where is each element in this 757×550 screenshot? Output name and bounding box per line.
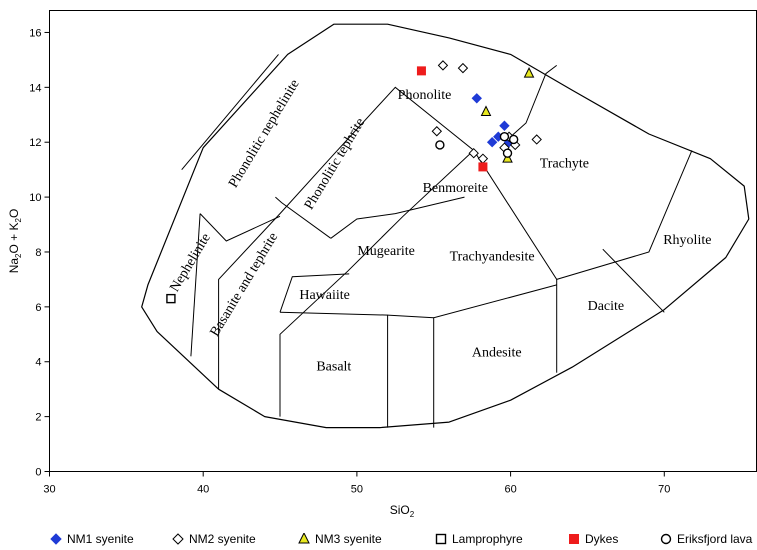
data-point xyxy=(478,162,488,172)
field-label: Benmoreite xyxy=(423,181,488,196)
data-point xyxy=(508,134,519,145)
data-point xyxy=(499,120,510,131)
data-point xyxy=(437,60,449,71)
x-tick-label: 60 xyxy=(504,484,516,496)
data-point xyxy=(435,140,445,150)
y-axis-label-part: 2 xyxy=(14,253,23,258)
field-divider-line xyxy=(602,248,665,313)
legend-label: Eriksfjord lava xyxy=(677,532,753,546)
field-divider-line xyxy=(275,196,332,239)
field-label: Trachyandesite xyxy=(450,250,535,265)
data-points xyxy=(166,60,542,304)
tas-chart: Phonolite Trachyte Benmoreite Rhyolite Mugea… xyxy=(7,10,757,519)
x-tick-label: 40 xyxy=(197,484,209,496)
data-point xyxy=(499,132,510,142)
y-axis-label-part: 2 xyxy=(14,217,23,222)
legend-item: NM2 syenite xyxy=(172,530,256,548)
y-axis-label: Na2O + K2O xyxy=(7,209,23,274)
data-point xyxy=(416,66,426,76)
field-label: Hawaiite xyxy=(299,288,350,303)
classification-fields xyxy=(141,23,750,429)
data-point xyxy=(468,147,479,159)
data-point xyxy=(457,62,469,74)
legend-marker xyxy=(569,534,579,544)
x-tick-label: 70 xyxy=(658,484,670,496)
data-point xyxy=(431,126,443,137)
field-label: Nephelinite xyxy=(167,231,213,295)
field-boundary xyxy=(141,23,750,429)
legend-item: Eriksfjord lava xyxy=(660,530,752,548)
legend-label: NM2 syenite xyxy=(189,532,256,546)
legend-marker xyxy=(435,533,447,545)
y-axis-label-part: Na xyxy=(7,258,21,274)
field-labels: Phonolite Trachyte Benmoreite Rhyolite Mugea… xyxy=(167,77,711,374)
field-divider-line xyxy=(218,86,693,390)
field-divider-line xyxy=(510,65,558,138)
legend: NM1 syenite NM2 syenite NM3 syenite Lamprop… xyxy=(0,530,757,548)
field-label: Trachyte xyxy=(540,156,589,171)
y-tick-label: 12 xyxy=(29,137,41,149)
data-point xyxy=(486,137,498,148)
field-label: Phonolite xyxy=(398,88,452,103)
field-label: Phonolitic tephrite xyxy=(302,116,368,213)
y-tick-label: 4 xyxy=(35,357,41,369)
field-label: Rhyolite xyxy=(663,233,711,248)
data-point xyxy=(523,66,535,78)
data-point xyxy=(502,148,513,158)
y-axis-label-part: O + K xyxy=(7,222,21,253)
data-point xyxy=(531,134,542,145)
data-point xyxy=(477,153,489,164)
legend-marker xyxy=(172,533,184,545)
field-divider-line xyxy=(279,150,475,417)
field-label: Basalt xyxy=(316,359,351,374)
y-tick-label: 8 xyxy=(35,247,41,259)
field-divider-line xyxy=(330,196,465,239)
legend-item: NM3 syenite xyxy=(298,530,382,548)
legend-marker xyxy=(50,533,62,545)
legend-label: Lamprophyre xyxy=(452,532,523,546)
legend-marker xyxy=(298,533,310,544)
legend-item: NM1 syenite xyxy=(50,530,134,548)
data-point xyxy=(166,293,176,304)
field-label: Mugearite xyxy=(357,244,415,259)
legend-label: NM1 syenite xyxy=(67,532,134,546)
field-divider-line xyxy=(199,213,281,242)
x-tick-label: 30 xyxy=(43,484,55,496)
field-divider-line xyxy=(190,213,201,357)
x-axis-label: SiO2 xyxy=(390,503,415,519)
field-label: Phonolitic nephelinite xyxy=(226,77,302,190)
legend-marker xyxy=(660,533,672,545)
legend-item: Lamprophyre xyxy=(435,530,523,548)
field-label: Dacite xyxy=(588,299,625,314)
legend-item: Dykes xyxy=(568,530,618,548)
data-point xyxy=(471,93,482,104)
y-tick-label: 16 xyxy=(29,27,41,39)
plot-frame xyxy=(49,10,757,472)
field-label: Andesite xyxy=(472,346,522,361)
legend-label: Dykes xyxy=(585,532,619,546)
x-tick-label: 50 xyxy=(351,484,363,496)
y-tick-label: 6 xyxy=(35,302,41,314)
y-tick-label: 0 xyxy=(35,467,41,479)
legend-label: NM3 syenite xyxy=(315,532,382,546)
data-point xyxy=(480,105,492,117)
field-divider-line xyxy=(181,54,279,171)
field-divider-line xyxy=(387,314,434,319)
y-tick-label: 14 xyxy=(29,82,41,94)
y-tick-label: 2 xyxy=(35,412,41,424)
axes: 30 40 50 60 70 0 2 4 6 8 10 12 14 16 xyxy=(29,27,670,495)
field-divider-line xyxy=(279,273,350,313)
y-axis-label-part: O xyxy=(7,209,21,218)
y-tick-label: 10 xyxy=(29,192,41,204)
